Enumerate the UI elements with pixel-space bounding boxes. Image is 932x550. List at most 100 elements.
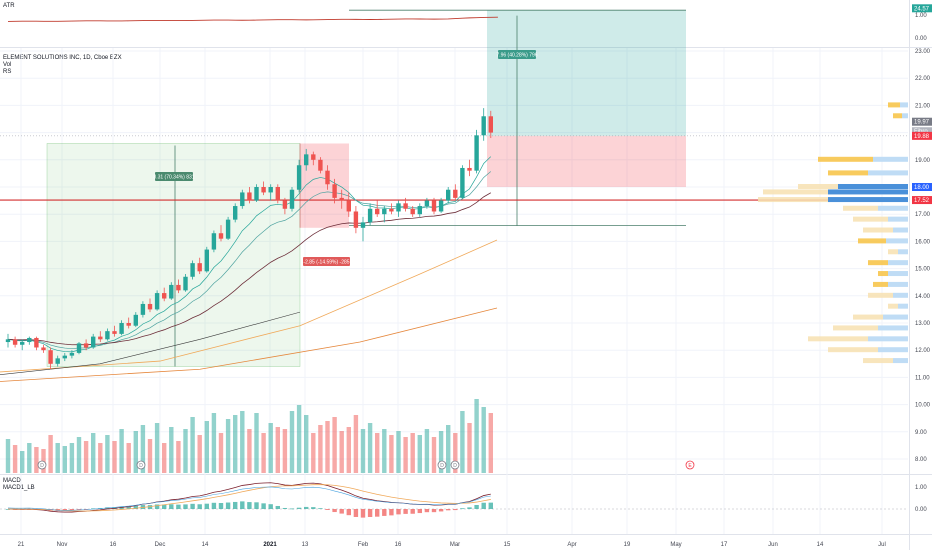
candle-body[interactable] [112, 331, 117, 334]
candle-body[interactable] [169, 284, 174, 299]
price-badge[interactable]: 17.52 [912, 196, 932, 205]
stop-zone[interactable] [487, 135, 686, 187]
candle-body[interactable] [5, 339, 11, 343]
volume-indicator-label[interactable]: Vol [3, 62, 12, 68]
candle-body[interactable] [360, 222, 366, 228]
candle-body[interactable] [126, 323, 131, 326]
volume-bar [360, 429, 366, 473]
candle-body[interactable] [389, 208, 394, 212]
candle-body[interactable] [140, 303, 146, 315]
candle-body[interactable] [240, 192, 245, 207]
candle-body[interactable] [481, 116, 486, 136]
candle-body[interactable] [318, 159, 323, 171]
volume-bar [112, 441, 117, 473]
candle-body[interactable] [289, 189, 295, 209]
target-label[interactable]: 7.96 (40.28%) 796 [496, 50, 538, 59]
candle-body[interactable] [218, 233, 224, 239]
candle-body[interactable] [488, 116, 493, 133]
candle-body[interactable] [233, 206, 238, 220]
price-badge-bg [912, 4, 932, 13]
candle-body[interactable] [34, 337, 39, 348]
price-badge[interactable]: 24.57 [912, 4, 932, 13]
candle-body[interactable] [27, 337, 32, 343]
candle-body[interactable] [190, 263, 195, 277]
event-marker[interactable]: D [437, 460, 447, 470]
candle-body[interactable] [204, 249, 209, 272]
candle-body[interactable] [119, 323, 124, 334]
candle-body[interactable] [396, 203, 401, 212]
candle-body[interactable] [197, 263, 202, 272]
candle-body[interactable] [453, 189, 458, 198]
event-marker[interactable]: D [37, 460, 47, 470]
candle-body[interactable] [48, 350, 53, 364]
candle-body[interactable] [133, 314, 138, 326]
candle-body[interactable] [83, 343, 89, 348]
candle-body[interactable] [261, 187, 266, 193]
candle-body[interactable] [403, 203, 408, 209]
macd-histogram-bar [282, 507, 288, 509]
price-badge[interactable]: 18.00 [912, 183, 932, 191]
candle-body[interactable] [332, 184, 337, 198]
event-marker[interactable]: E [685, 460, 695, 470]
candle-body[interactable] [69, 352, 75, 356]
candle-body[interactable] [304, 154, 309, 166]
volume-profile-bar [902, 113, 908, 119]
candle-body[interactable] [176, 284, 181, 291]
candle-body[interactable] [353, 211, 359, 228]
candle-body[interactable] [91, 336, 96, 348]
macd-pane-subtitle[interactable]: MACD1_LB [3, 485, 35, 491]
candle-body[interactable] [211, 233, 217, 250]
candle-body[interactable] [254, 187, 259, 201]
candle-body[interactable] [268, 187, 273, 193]
candle-body[interactable] [446, 189, 451, 201]
candle-body[interactable] [431, 200, 437, 212]
candle-body[interactable] [296, 165, 302, 190]
candle-body[interactable] [424, 200, 430, 207]
price-badge[interactable]: 19.97 [912, 117, 932, 126]
candle-body[interactable] [275, 187, 280, 201]
candle-body[interactable] [467, 167, 472, 171]
event-marker[interactable]: D [136, 460, 146, 470]
candle-body[interactable] [76, 343, 82, 353]
candle-body[interactable] [438, 200, 444, 212]
candle-body[interactable] [55, 358, 60, 364]
volume-bar [318, 425, 323, 473]
candle-body[interactable] [410, 208, 415, 215]
candle-body[interactable] [460, 167, 465, 198]
candle-body[interactable] [325, 170, 330, 185]
candle-body[interactable] [346, 200, 351, 212]
candle-body[interactable] [98, 336, 103, 340]
rs-indicator-label[interactable]: RS [3, 69, 12, 75]
macd-histogram-bar [261, 503, 266, 509]
macd-histogram-bar [382, 509, 387, 516]
candle-body[interactable] [375, 208, 380, 215]
candle-body[interactable] [162, 293, 167, 299]
candle-body[interactable] [147, 303, 153, 310]
candle-body[interactable] [20, 342, 25, 345]
candle-body[interactable] [474, 135, 479, 171]
short-position-label[interactable]: -2.85 (-14.59%) -285 [303, 257, 350, 266]
candle-body[interactable] [154, 293, 160, 310]
candle-body[interactable] [311, 154, 316, 160]
candle-body[interactable] [282, 200, 288, 209]
volume-profile-bar [893, 227, 908, 233]
candle-body[interactable] [105, 331, 110, 340]
target-zone[interactable] [487, 10, 686, 136]
candle-body[interactable] [12, 339, 18, 345]
event-marker[interactable]: D [450, 460, 460, 470]
volume-profile-bar [888, 281, 908, 287]
candle-body[interactable] [367, 208, 373, 223]
price-badge[interactable]: 19.88 [912, 131, 932, 140]
candle-body[interactable] [41, 347, 46, 351]
candle-body[interactable] [417, 206, 422, 215]
atr-pane-title[interactable]: ATR [3, 3, 15, 9]
candle-body[interactable] [339, 197, 344, 201]
candle-body[interactable] [247, 192, 252, 201]
candle-body[interactable] [62, 355, 67, 359]
candle-body[interactable] [225, 219, 231, 239]
candle-body[interactable] [183, 276, 188, 291]
long-position-label[interactable]: 8.31 (70.34%) 831 [153, 172, 195, 181]
macd-pane-title[interactable]: MACD [3, 478, 21, 484]
candle-body[interactable] [382, 208, 387, 215]
